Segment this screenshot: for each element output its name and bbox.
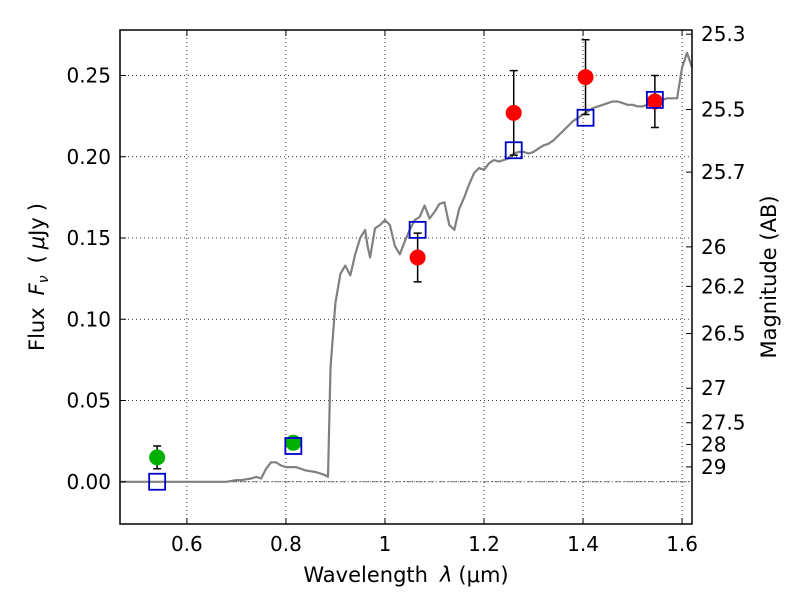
x-tick-label: 1.2 xyxy=(468,532,500,556)
observed-point xyxy=(149,449,166,466)
x-tick-label: 0.6 xyxy=(171,532,203,556)
model-square xyxy=(284,437,303,455)
plot-area xyxy=(120,39,694,491)
model-square xyxy=(645,90,664,109)
mag-tick-label: 25.7 xyxy=(701,160,746,184)
x-tick-label: 1.6 xyxy=(666,532,698,556)
mag-tick-label: 26 xyxy=(701,235,726,259)
x-tick-label: 0.8 xyxy=(270,532,302,556)
plot-frame xyxy=(119,29,693,525)
observed-point xyxy=(646,93,663,110)
y-axis-label: FluxFν(μJy) xyxy=(25,203,52,351)
axis-ticks: 0.6 0.8 1 1.2 1.4 1.6 0.00 0.05 0.10 0.15 0.20 0.25… xyxy=(66,22,745,556)
x-tick-label: 1 xyxy=(379,532,392,556)
y2-axis-label: Magnitude (AB) xyxy=(757,195,781,358)
y-tick-label: 0.00 xyxy=(66,470,111,494)
mag-tick-label: 26.2 xyxy=(701,274,746,298)
sed-model-line xyxy=(120,51,694,483)
observed-point xyxy=(505,104,522,121)
mag-tick-label: 25.5 xyxy=(701,97,746,121)
model-square xyxy=(148,472,167,491)
model-square xyxy=(408,220,427,239)
observed-point xyxy=(577,69,594,86)
mag-tick-label: 27 xyxy=(701,376,726,400)
y-tick-label: 0.25 xyxy=(66,64,111,88)
y-tick-label: 0.10 xyxy=(66,307,111,331)
mag-tick-label: 25.3 xyxy=(701,22,746,46)
x-tick-label: 1.4 xyxy=(567,532,599,556)
model-square xyxy=(576,108,595,127)
y-tick-label: 0.20 xyxy=(66,145,111,169)
mag-tick-label: 28 xyxy=(701,433,726,457)
x-axis-label: Wavelength λ (μm) xyxy=(303,563,508,587)
mag-tick-label: 27.5 xyxy=(701,411,746,435)
y-tick-label: 0.15 xyxy=(66,226,111,250)
mag-tick-label: 29 xyxy=(701,455,726,479)
observed-point xyxy=(409,249,426,266)
y-tick-label: 0.05 xyxy=(66,389,111,413)
mag-tick-label: 26.5 xyxy=(701,322,746,346)
model-square xyxy=(504,141,523,160)
